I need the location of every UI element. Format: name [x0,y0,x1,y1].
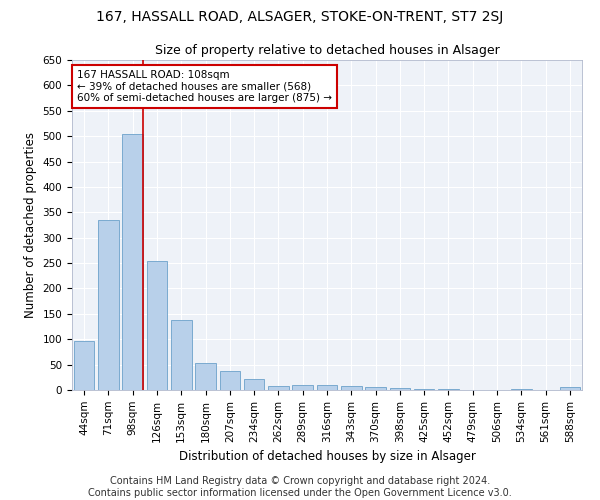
Text: Contains HM Land Registry data © Crown copyright and database right 2024.
Contai: Contains HM Land Registry data © Crown c… [88,476,512,498]
Bar [244,380,265,390]
Bar [122,134,143,390]
Bar [171,320,191,390]
Bar [98,220,119,390]
Text: 167, HASSALL ROAD, ALSAGER, STOKE-ON-TRENT, ST7 2SJ: 167, HASSALL ROAD, ALSAGER, STOKE-ON-TRE… [97,10,503,24]
Bar [317,385,337,390]
Bar [560,388,580,390]
Bar [268,386,289,390]
Title: Size of property relative to detached houses in Alsager: Size of property relative to detached ho… [155,44,499,58]
Text: 167 HASSALL ROAD: 108sqm
← 39% of detached houses are smaller (568)
60% of semi-: 167 HASSALL ROAD: 108sqm ← 39% of detach… [77,70,332,103]
Bar [146,260,167,390]
Bar [195,363,216,390]
Bar [220,371,240,390]
Bar [365,388,386,390]
Y-axis label: Number of detached properties: Number of detached properties [24,132,37,318]
Bar [389,388,410,390]
Bar [74,341,94,390]
X-axis label: Distribution of detached houses by size in Alsager: Distribution of detached houses by size … [179,450,475,463]
Bar [292,385,313,390]
Bar [341,386,362,390]
